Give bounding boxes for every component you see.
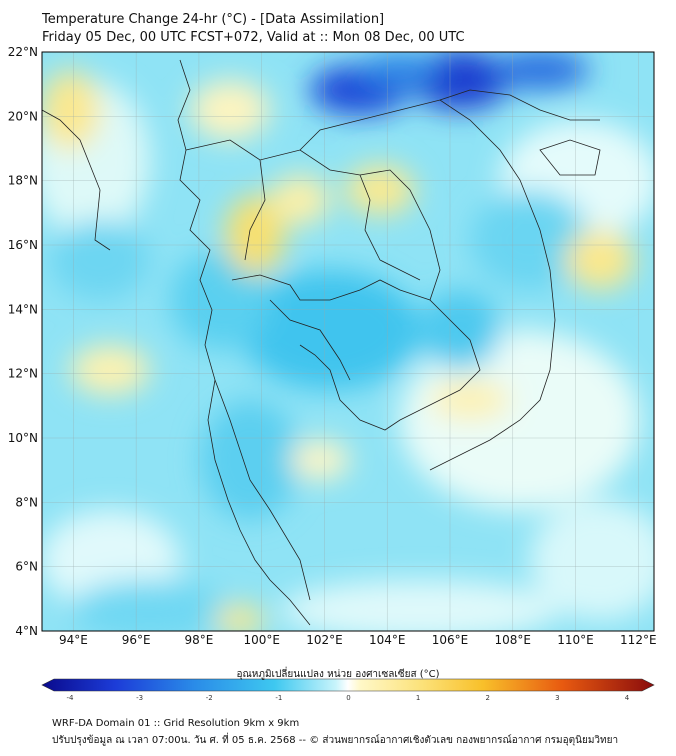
lat-tick-label: 16°N <box>8 238 38 252</box>
temperature-field <box>42 52 654 631</box>
lon-tick-label: 104°E <box>369 633 406 647</box>
lon-tick-label: 108°E <box>495 633 532 647</box>
lat-tick-label: 18°N <box>8 174 38 188</box>
lat-tick-label: 4°N <box>15 624 38 638</box>
lon-tick-label: 94°E <box>59 633 88 647</box>
lon-tick-label: 110°E <box>557 633 594 647</box>
lat-tick-label: 6°N <box>15 560 38 574</box>
colorbar-tick-label: 1 <box>416 694 420 700</box>
map-subtitle: Friday 05 Dec, 00 UTC FCST+072, Valid at… <box>42 30 465 45</box>
lon-tick-label: 100°E <box>243 633 280 647</box>
graticule <box>42 51 654 632</box>
lat-tick-label: 10°N <box>8 431 38 445</box>
country-borders <box>42 59 601 626</box>
temperature-change-map: 22°N 20°N 18°N 16°N 14°N 12°N 10°N 8°N 6°N 4°N 94… <box>8 45 657 700</box>
longitude-axis: 94°E 96°E 98°E 100°E 102°E 104°E 106°E 108°E 110… <box>59 633 657 647</box>
colorbar-tick-label: -4 <box>67 694 75 700</box>
colorbar-tick-label: -3 <box>136 694 143 700</box>
lon-tick-label: 112°E <box>620 633 657 647</box>
lon-tick-label: 98°E <box>184 633 213 647</box>
colorbar-tick-label: 4 <box>625 694 630 700</box>
lat-tick-label: 22°N <box>8 45 38 59</box>
colorbar-tick-label: 2 <box>486 694 490 700</box>
colorbar-title: อุณหภูมิเปลี่ยนแปลง หน่วย องศาเซลเซียส (… <box>236 669 440 680</box>
latitude-axis: 22°N 20°N 18°N 16°N 14°N 12°N 10°N 8°N 6°N 4°N <box>8 45 38 638</box>
colorbar-tick-label: 0 <box>346 694 350 700</box>
lat-tick-label: 12°N <box>8 367 38 381</box>
lon-tick-label: 102°E <box>306 633 343 647</box>
footer-update-info: ปรับปรุงข้อมูล ณ เวลา 07:00น. วัน ศ. ที่… <box>52 735 619 746</box>
lat-tick-label: 14°N <box>8 302 38 316</box>
map-border <box>41 51 655 632</box>
colorbar-tick-label: -1 <box>275 694 282 700</box>
lat-tick-label: 20°N <box>8 109 38 123</box>
colorbar: -4 -3 -2 -1 0 1 2 3 4 <box>41 678 655 700</box>
colorbar-tick-label: -2 <box>206 694 213 700</box>
lon-tick-label: 106°E <box>432 633 469 647</box>
footer-model-info: WRF-DA Domain 01 :: Grid Resolution 9km … <box>52 718 300 729</box>
colorbar-tick-label: 3 <box>555 694 559 700</box>
map-title: Temperature Change 24-hr (°C) - [Data As… <box>42 12 385 27</box>
lat-tick-label: 8°N <box>15 495 38 509</box>
lon-tick-label: 96°E <box>122 633 151 647</box>
